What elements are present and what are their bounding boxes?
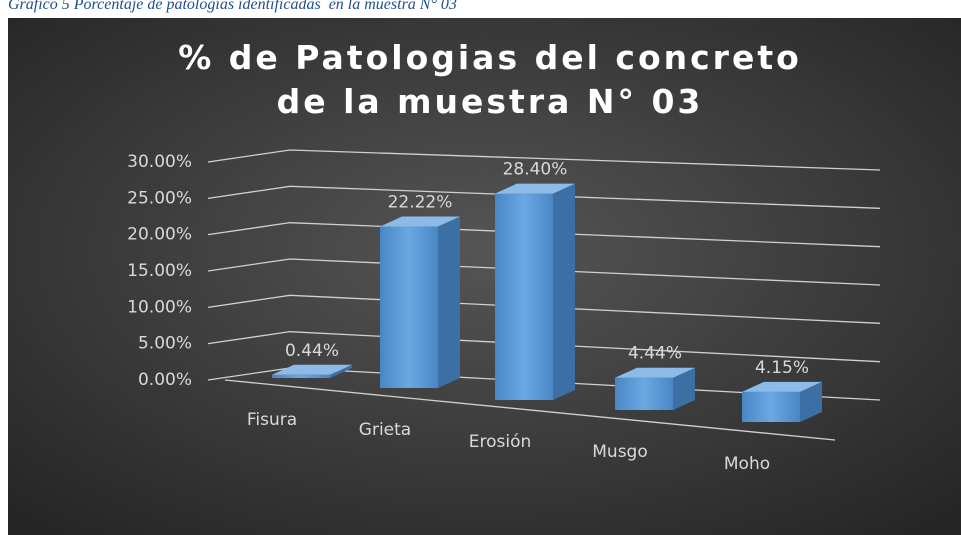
bar-top	[272, 364, 352, 375]
bar-front	[495, 193, 553, 400]
bar-top	[495, 183, 575, 194]
bar-side	[673, 367, 695, 410]
bar-front	[615, 377, 673, 410]
bar-top	[742, 381, 822, 392]
data-label: 22.22%	[388, 193, 453, 213]
bar-side	[553, 183, 575, 400]
x-tick-label: Erosión	[469, 432, 532, 452]
data-label: 28.40%	[503, 160, 568, 180]
chart-background	[8, 18, 961, 535]
y-tick-label: 25.00%	[127, 188, 192, 208]
x-tick-label: Grieta	[359, 420, 411, 440]
chart-title: % de Patologias del concreto de la muest…	[178, 38, 802, 121]
floor-edge	[224, 379, 836, 441]
data-label: 0.44%	[285, 341, 339, 361]
caption: Gráfico 5 Porcentaje de patologías ident…	[8, 0, 457, 13]
bar-top	[615, 367, 695, 378]
bar-front	[742, 391, 800, 422]
grid-line	[207, 222, 881, 248]
bar	[615, 367, 695, 410]
bar-side	[438, 216, 460, 388]
y-tick-label: 5.00%	[138, 334, 192, 354]
bar	[380, 216, 460, 388]
data-label: 4.44%	[628, 344, 682, 364]
bar-top	[380, 216, 460, 227]
grid-line	[207, 149, 881, 171]
grid-line	[207, 294, 881, 324]
data-label: 4.15%	[755, 358, 809, 378]
bar-front	[272, 374, 330, 378]
x-tick-label: Musgo	[592, 442, 648, 462]
bar-side	[330, 364, 352, 378]
grid-line	[207, 185, 881, 209]
grid-line	[207, 331, 881, 363]
bar	[272, 364, 352, 378]
bar-front	[380, 226, 438, 388]
bar	[495, 183, 575, 400]
y-tick-label: 15.00%	[127, 261, 192, 281]
y-tick-label: 10.00%	[127, 297, 192, 317]
y-tick-label: 20.00%	[127, 225, 192, 245]
y-tick-label: 0.00%	[138, 370, 192, 390]
x-tick-label: Moho	[724, 454, 770, 474]
bar-side	[800, 381, 822, 422]
grid-line	[207, 258, 881, 286]
bar	[742, 381, 822, 422]
x-tick-label: Fisura	[247, 410, 297, 430]
y-tick-label: 30.00%	[127, 152, 192, 172]
